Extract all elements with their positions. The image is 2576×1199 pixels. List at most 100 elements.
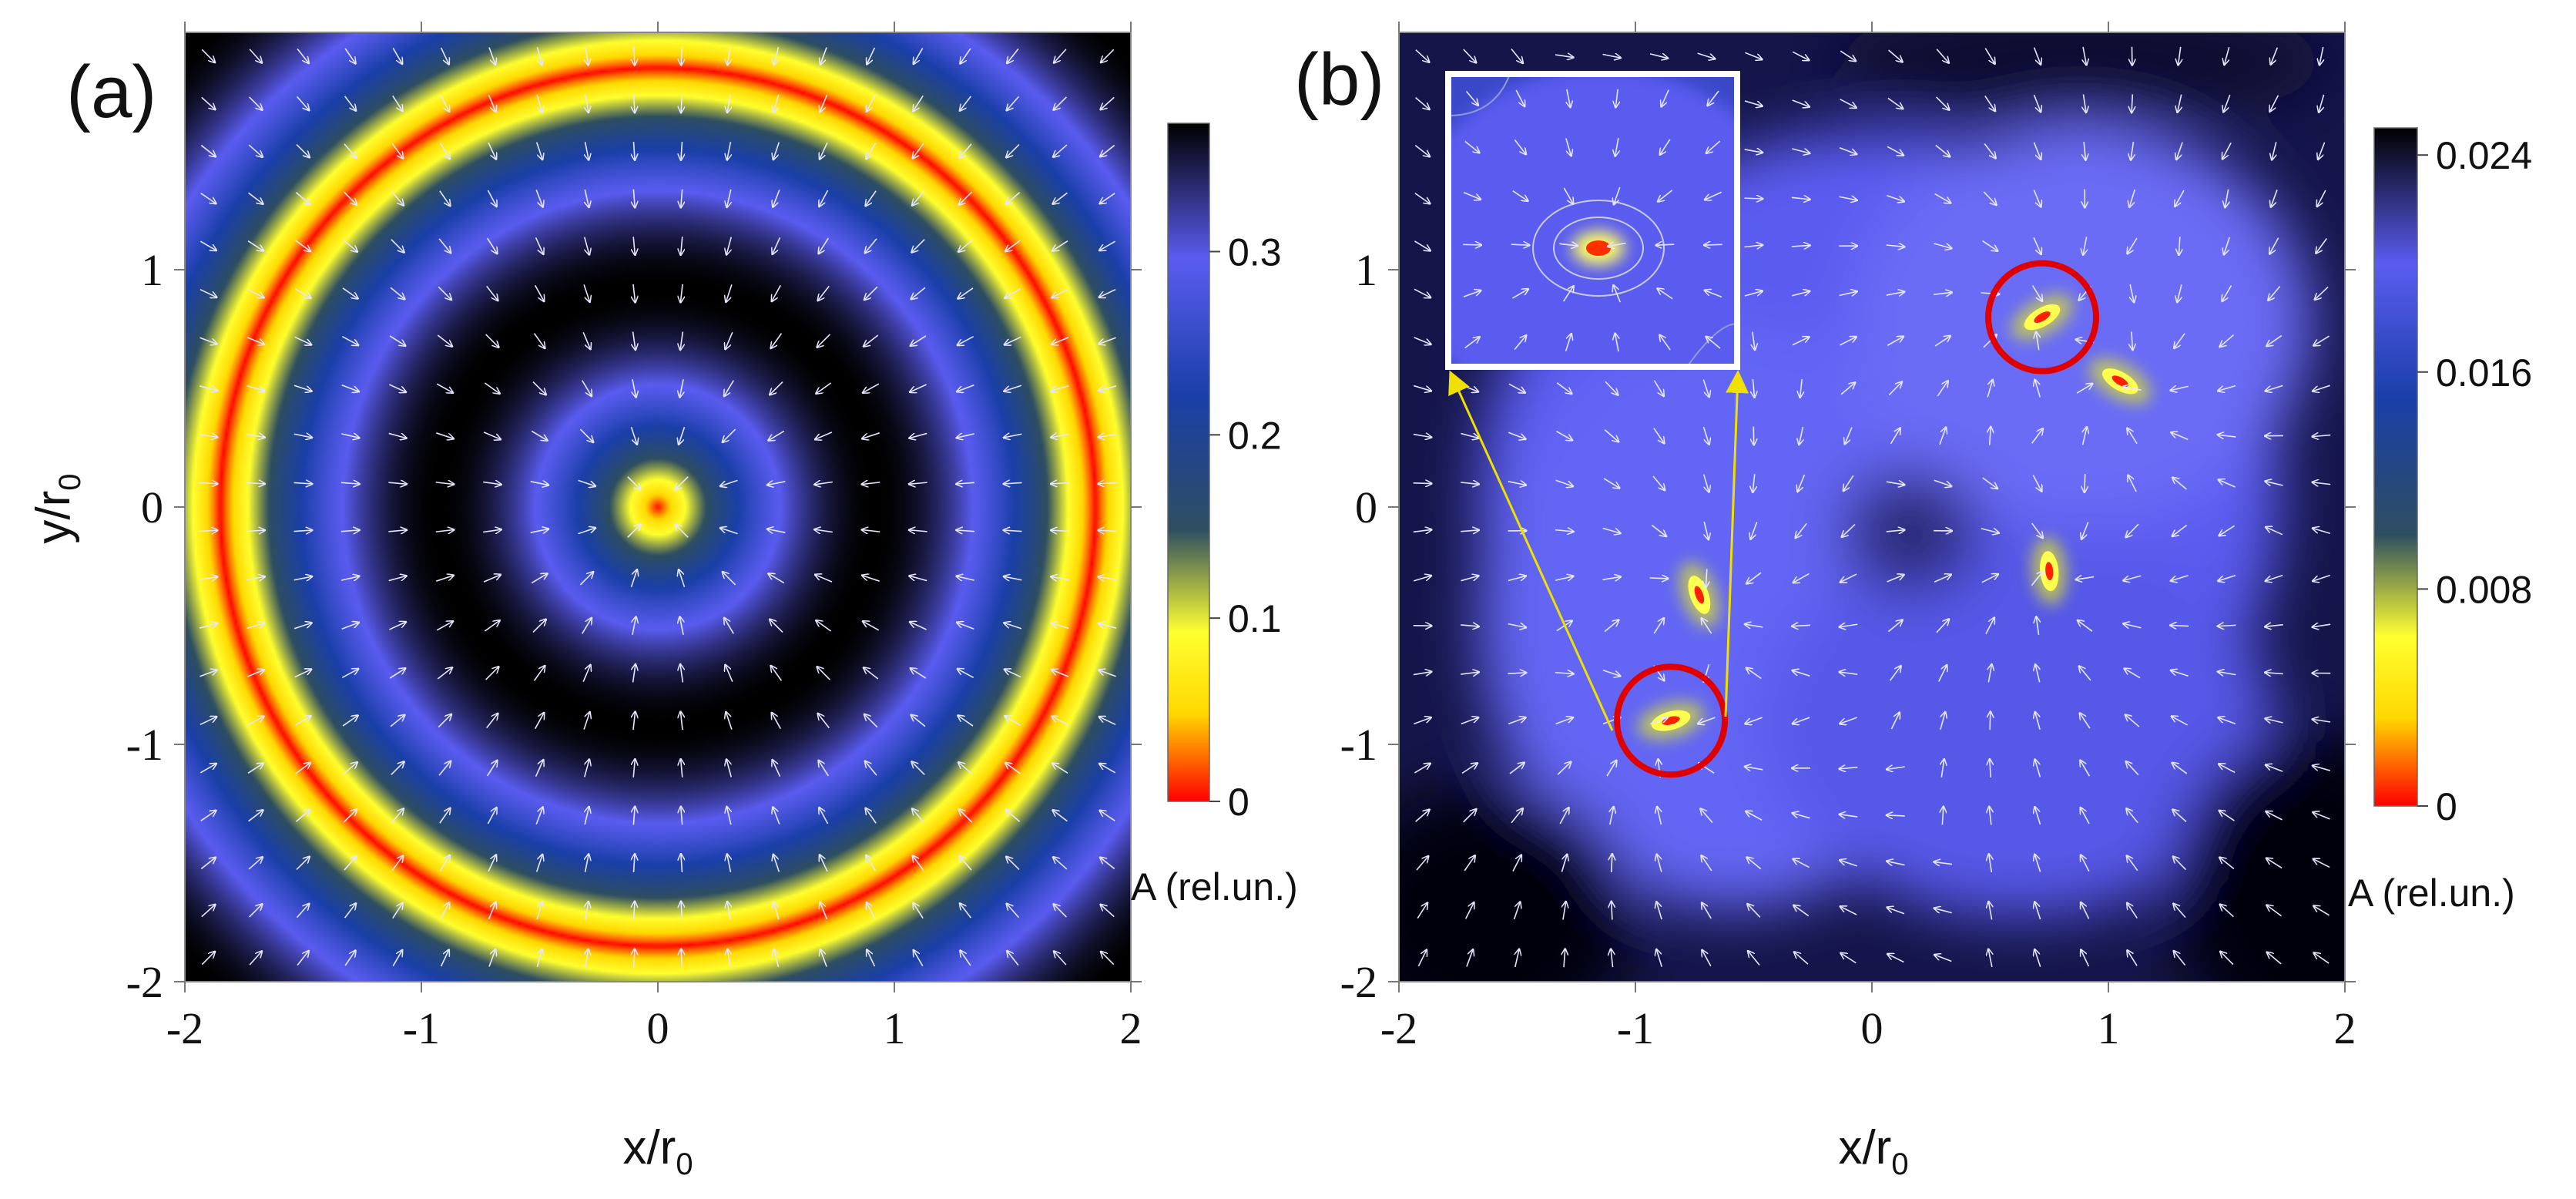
vector-arrow	[1934, 336, 1950, 347]
vector-arrow	[1649, 578, 1669, 579]
vector-arrow	[2313, 952, 2329, 964]
inset-vector-arrow	[1565, 138, 1571, 156]
vector-arrow	[634, 94, 635, 113]
vector-arrow	[1791, 197, 1810, 200]
vector-arrow	[867, 949, 876, 967]
vector-arrow	[488, 855, 496, 872]
vector-arrow	[294, 287, 311, 298]
vector-arrow	[344, 96, 357, 111]
vector-arrow	[1650, 717, 1668, 725]
vector-arrow	[1051, 435, 1069, 438]
vector-arrow	[1100, 905, 1115, 918]
vector-arrow	[1098, 483, 1117, 484]
vector-arrow	[2267, 952, 2282, 965]
vector-arrow	[1099, 764, 1116, 774]
panel-a-vector-field	[199, 46, 1117, 968]
vector-arrow	[2319, 94, 2325, 113]
inset-vector-arrow	[1515, 89, 1524, 106]
vector-arrow	[389, 622, 406, 630]
vector-arrow	[1610, 807, 1614, 825]
vector-arrow	[247, 623, 265, 630]
vector-arrow	[1052, 670, 1069, 677]
vector-arrow	[1840, 382, 1855, 395]
vector-arrow	[199, 435, 218, 438]
vector-arrow	[1007, 951, 1019, 966]
vector-arrow	[390, 715, 405, 727]
x-tick-label: -2	[166, 1003, 203, 1053]
vector-arrow	[2318, 142, 2326, 160]
vector-arrow	[1101, 952, 1115, 966]
vector-arrow	[2220, 905, 2234, 918]
vector-arrow	[1653, 618, 1664, 634]
vector-arrow	[956, 576, 974, 580]
vector-arrow	[435, 529, 454, 532]
vector-arrow	[1463, 49, 1476, 62]
vector-arrow	[1984, 95, 1995, 111]
vector-arrow	[816, 382, 832, 394]
vector-arrow	[1005, 192, 1021, 205]
vector-arrow	[1508, 432, 1525, 439]
vector-arrow	[1006, 143, 1020, 158]
vector-arrow	[960, 96, 972, 111]
vector-arrow	[1887, 954, 1904, 963]
vector-arrow	[767, 482, 786, 485]
vector-arrow	[1054, 951, 1067, 966]
vector-arrow	[634, 854, 636, 873]
vector-arrow	[1052, 810, 1068, 822]
vector-arrow	[585, 807, 589, 825]
vector-arrow	[488, 142, 496, 160]
x-tick-label: 1	[884, 1003, 906, 1053]
vector-arrow	[2132, 331, 2133, 350]
vector-arrow	[2034, 807, 2041, 825]
vector-arrow	[249, 96, 263, 110]
vector-arrow	[1051, 385, 1069, 391]
vector-arrow	[1839, 624, 1858, 627]
inset-vector-arrow	[1657, 288, 1673, 300]
vector-arrow	[1417, 949, 1427, 967]
vector-arrow	[633, 237, 635, 255]
vector-arrow	[2315, 286, 2329, 301]
vector-arrow	[585, 46, 589, 65]
vector-arrow	[1054, 49, 1067, 63]
vector-arrow	[2270, 47, 2279, 65]
vector-arrow	[578, 479, 596, 486]
vector-arrow	[2034, 902, 2041, 920]
vector-arrow	[1839, 291, 1857, 295]
vector-arrow	[532, 381, 546, 395]
vector-arrow	[1414, 288, 1431, 297]
vector-arrow	[2031, 285, 2042, 301]
vector-arrow	[1800, 378, 1803, 398]
vector-arrow	[2172, 809, 2187, 823]
vector-arrow	[294, 336, 312, 344]
vector-arrow	[247, 576, 265, 579]
vector-arrow	[534, 713, 545, 730]
vector-arrow	[1052, 717, 1068, 726]
vector-arrow	[633, 284, 636, 303]
vector-arrow	[818, 761, 830, 777]
vector-arrow	[2035, 664, 2040, 683]
vector-arrow	[723, 572, 736, 586]
vector-arrow	[958, 715, 974, 727]
vector-arrow	[1934, 479, 1952, 486]
vector-arrow	[1753, 331, 1755, 351]
vector-arrow	[391, 761, 404, 775]
vector-arrow	[486, 761, 498, 777]
vector-arrow	[1461, 482, 1479, 484]
vector-arrow	[681, 949, 682, 968]
vector-arrow	[910, 622, 927, 630]
vector-arrow	[1051, 482, 1069, 483]
vector-arrow	[1005, 716, 1021, 727]
vector-arrow	[533, 333, 545, 349]
vector-arrow	[535, 190, 543, 207]
vector-arrow	[2033, 142, 2041, 160]
vector-arrow	[1886, 530, 1905, 532]
inset-vector-arrow	[1659, 335, 1671, 351]
vector-arrow	[1603, 478, 1619, 489]
vector-arrow	[297, 951, 309, 966]
vector-arrow	[585, 902, 589, 920]
vector-arrow	[535, 237, 544, 254]
vector-arrow	[1745, 624, 1763, 627]
vector-arrow	[912, 808, 925, 824]
vector-arrow	[681, 141, 683, 160]
vector-arrow	[436, 383, 453, 393]
